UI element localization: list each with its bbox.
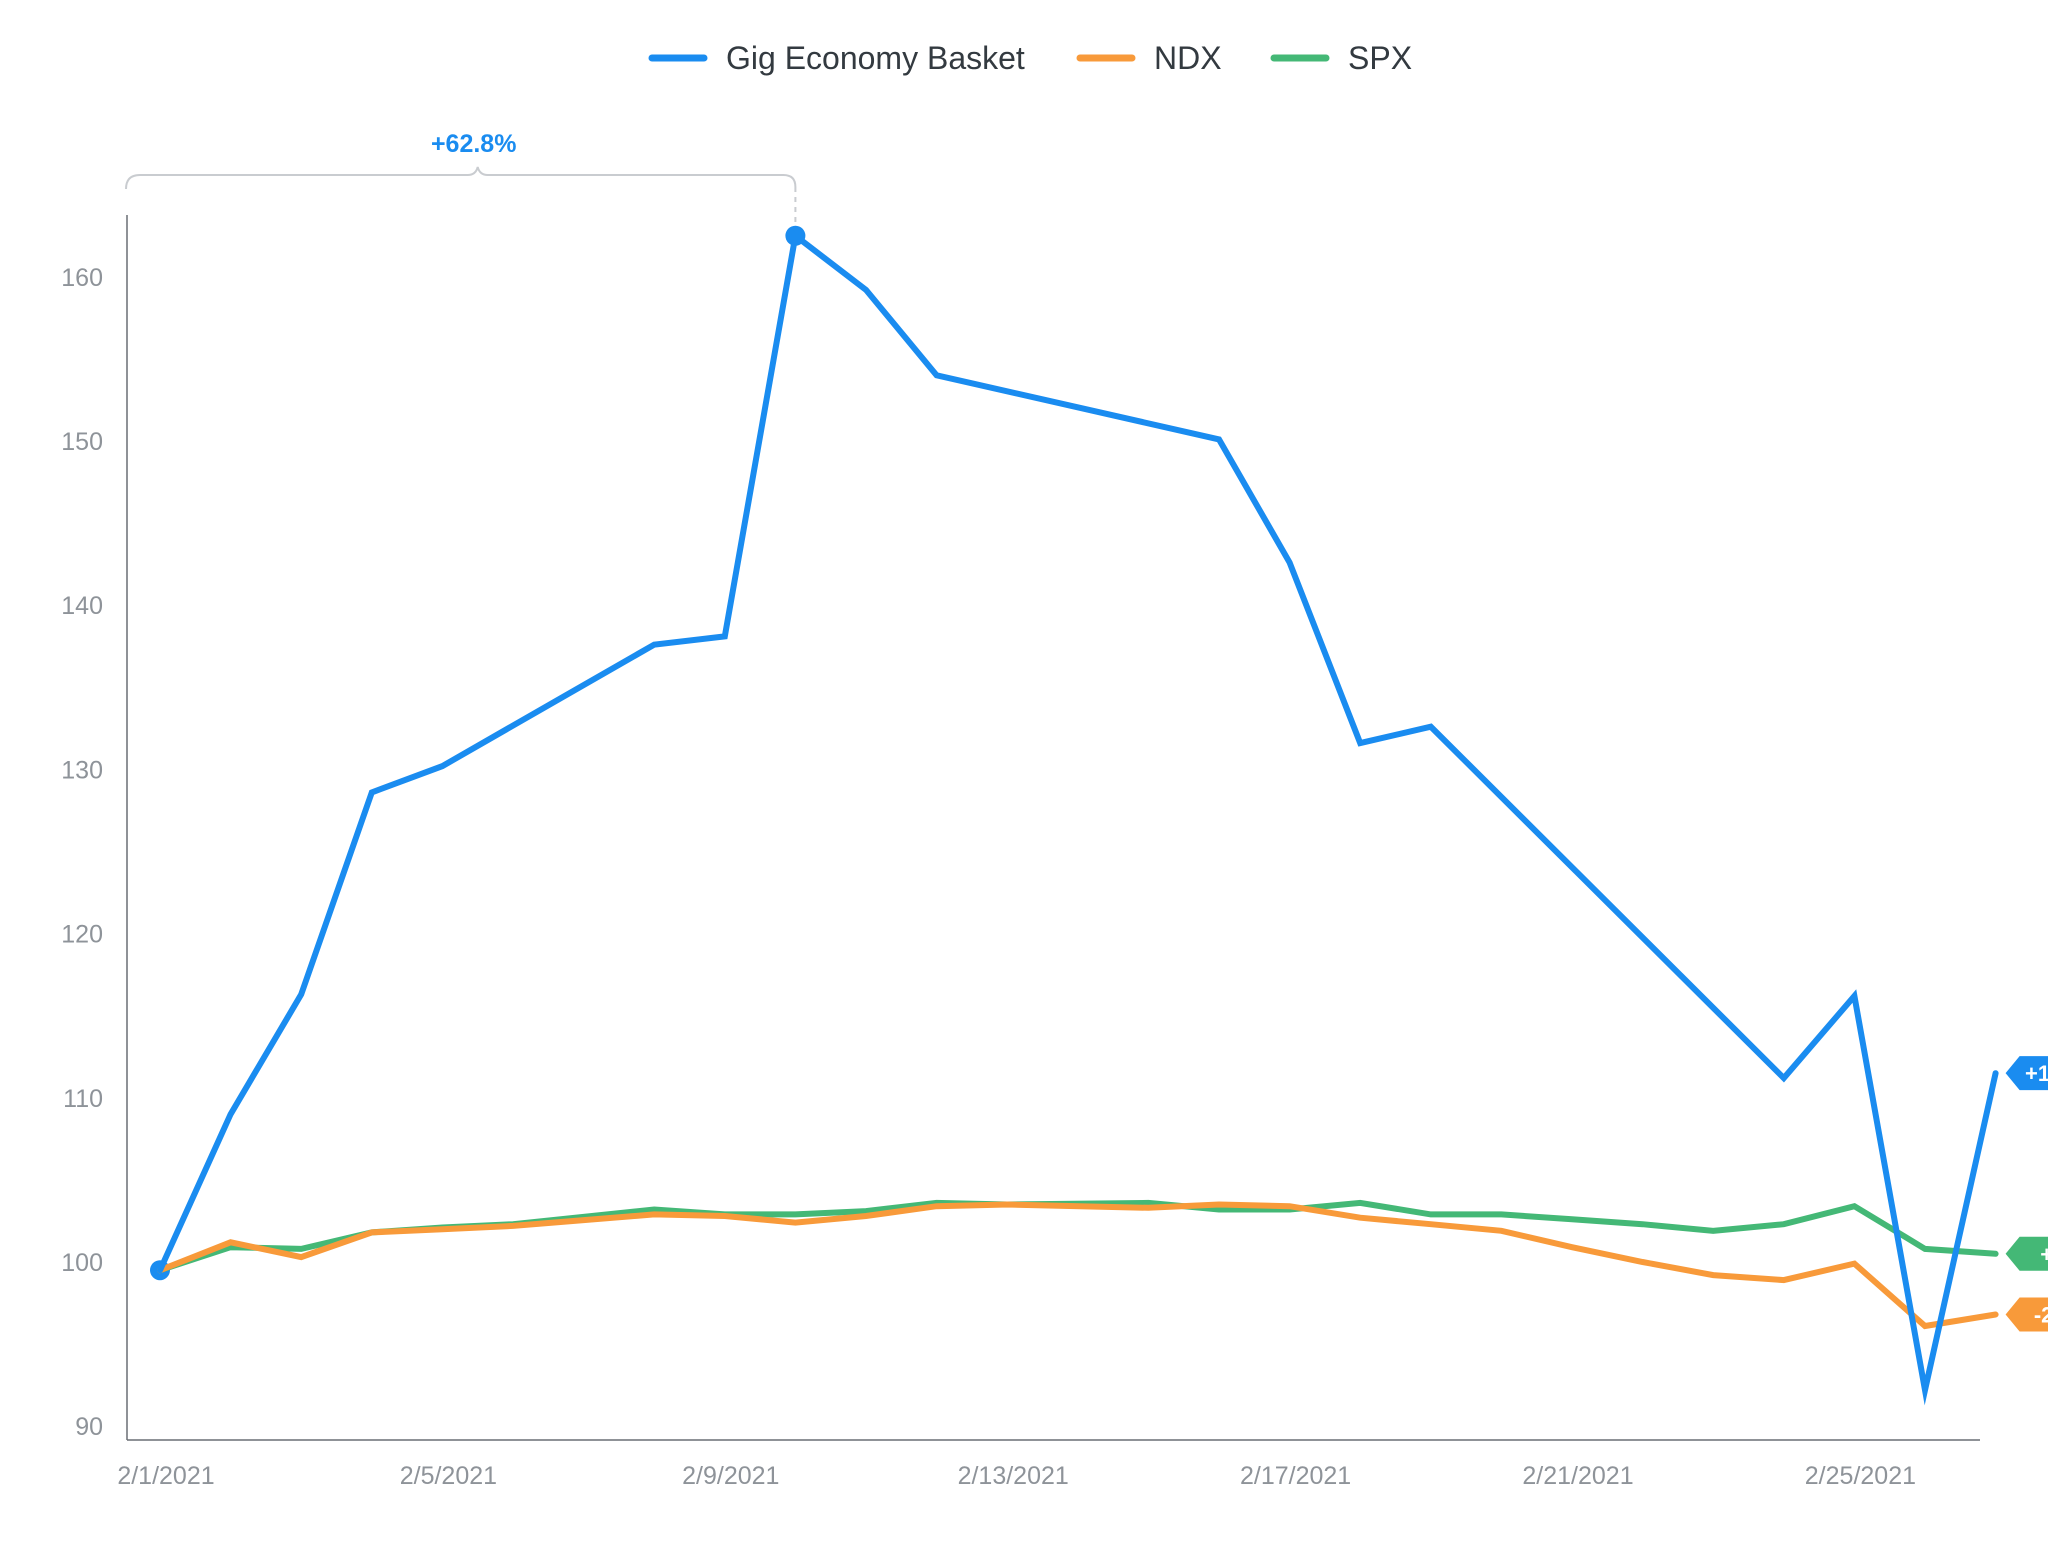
x-tick-label: 2/13/2021 <box>958 1462 1069 1490</box>
end-label-text: -2.6% <box>2034 1303 2048 1328</box>
end-label-spx: +1% <box>2005 1236 2048 1271</box>
axes: 90 100 110 120 130 140 150 160 2/1/2021 2/5/2021 2… <box>61 215 1980 1490</box>
annotation-bracket <box>125 166 797 190</box>
legend-item-ndx: NDX <box>1076 40 1222 76</box>
series-line <box>157 230 1999 1406</box>
end-label-badge <box>2005 1056 2048 1091</box>
series-ndx <box>157 1201 1999 1330</box>
end-label-text: +1% <box>2040 1242 2048 1267</box>
legend-label: Gig Economy Basket <box>726 40 1025 76</box>
legend: Gig Economy Basket NDX SPX <box>648 40 1412 76</box>
series-group <box>157 230 1999 1406</box>
end-label-text: +12.1% <box>2025 1061 2048 1086</box>
x-tick-label: 2/21/2021 <box>1522 1462 1633 1490</box>
legend-label: NDX <box>1154 40 1222 76</box>
legend-item-gig-economy-basket: Gig Economy Basket <box>648 40 1025 76</box>
y-tick-label: 150 <box>61 428 103 456</box>
x-tick-label: 2/25/2021 <box>1805 1462 1916 1490</box>
series-line <box>157 1201 1999 1330</box>
end-label-ndx: -2.6% <box>2005 1297 2048 1332</box>
end-label-badge <box>2005 1236 2048 1271</box>
legend-item-spx: SPX <box>1270 40 1412 76</box>
change-annotation: +62.8% <box>125 130 806 1281</box>
annotation-label: +62.8% <box>431 130 517 158</box>
end-label-badge <box>2005 1297 2048 1332</box>
series-line <box>157 1199 1999 1274</box>
series-spx <box>157 1199 1999 1274</box>
legend-label: SPX <box>1348 40 1412 76</box>
end-label-gig-economy-basket: +12.1% <box>2005 1056 2048 1091</box>
series-gig-economy-basket <box>157 230 1999 1406</box>
end-labels: +12.1% -2.6% +1% <box>2005 1056 2048 1332</box>
x-tick-label: 2/5/2021 <box>400 1462 497 1490</box>
y-tick-label: 110 <box>63 1085 103 1113</box>
x-tick-label: 2/9/2021 <box>682 1462 779 1490</box>
y-tick-label: 90 <box>75 1413 103 1441</box>
y-tick-label: 140 <box>61 592 103 620</box>
y-tick-label: 100 <box>61 1249 103 1277</box>
y-tick-label: 130 <box>61 756 103 784</box>
y-tick-label: 160 <box>61 264 103 292</box>
x-tick-label: 2/1/2021 <box>117 1462 214 1490</box>
y-tick-label: 120 <box>61 921 103 949</box>
x-tick-label: 2/17/2021 <box>1240 1462 1351 1490</box>
